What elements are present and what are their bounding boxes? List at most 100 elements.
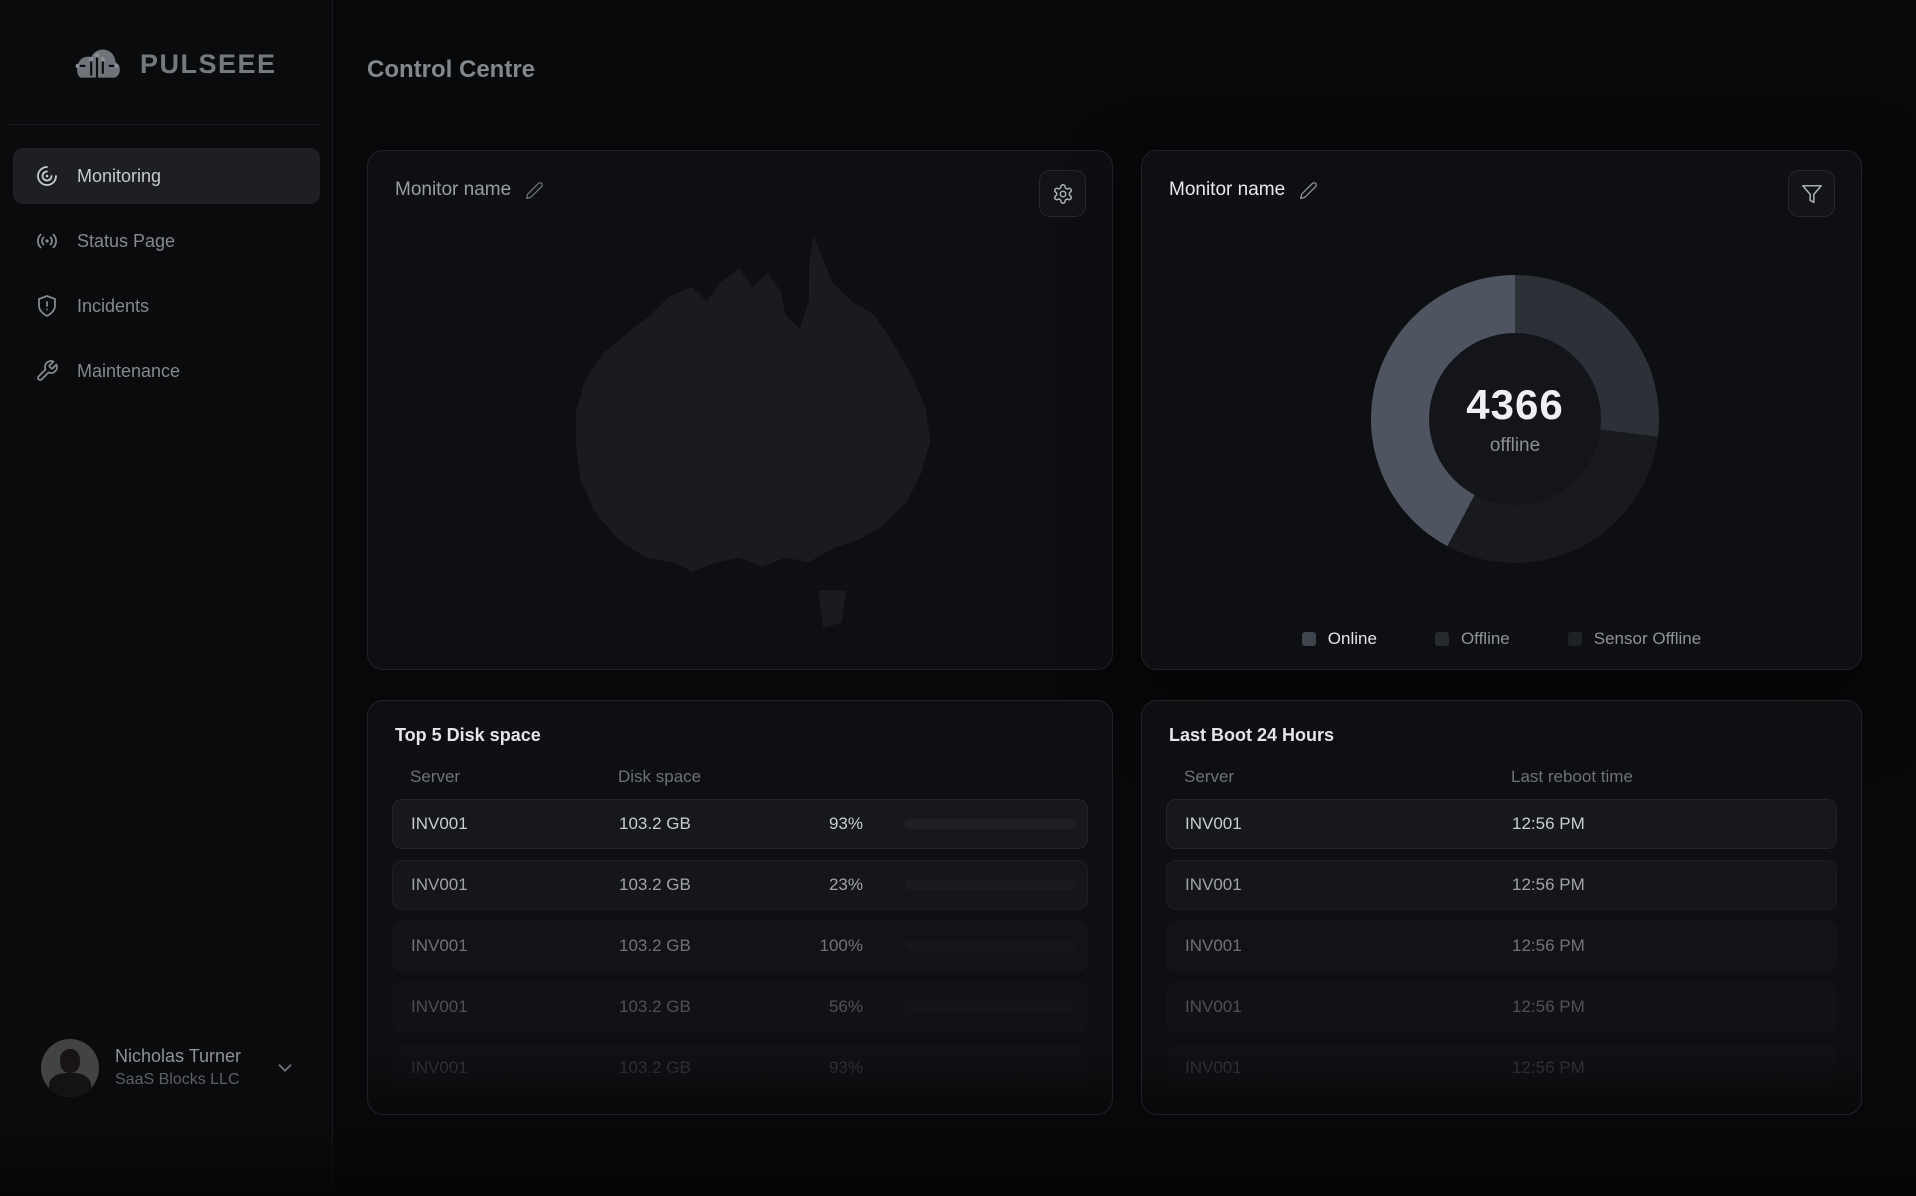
sidebar-item-maintenance[interactable]: Maintenance <box>13 343 320 399</box>
disk-usage-bar <box>905 880 1076 890</box>
legend-label: Online <box>1327 629 1377 648</box>
cell-disk: 103.2 GB <box>619 997 691 1016</box>
column-header-server: Server <box>410 767 461 786</box>
page-title: Control Centre <box>367 56 535 83</box>
cell-time: 12:56 PM <box>1512 936 1585 955</box>
cell-server: INV001 <box>411 936 468 955</box>
status-filter-button[interactable] <box>1788 170 1835 217</box>
donut-center: 4366 offline <box>1429 333 1601 505</box>
cell-percent: 100% <box>819 936 863 955</box>
monitoring-radar-icon <box>37 166 57 186</box>
logo: PULSEEE <box>66 40 277 88</box>
sidebar-divider <box>10 124 322 125</box>
table-row[interactable]: INV001 12:56 PM <box>1166 799 1837 849</box>
legend-swatch-offline <box>1434 632 1449 646</box>
legend-label: Offline <box>1460 629 1510 648</box>
user-company: SaaS Blocks LLC <box>115 1071 240 1088</box>
donut-center-value: 4366 <box>1466 381 1564 428</box>
sidebar-item-label: Incidents <box>77 295 150 316</box>
gear-icon <box>1053 183 1072 204</box>
sidebar-item-status-page[interactable]: Status Page <box>13 213 320 269</box>
status-donut-chart: 4366 offline <box>1371 275 1659 563</box>
cell-percent: 23% <box>828 875 863 894</box>
table-row[interactable]: INV001 103.2 GB 93% <box>392 799 1088 849</box>
cell-server: INV001 <box>411 875 468 894</box>
sidebar-item-monitoring[interactable]: Monitoring <box>13 148 320 204</box>
column-header-disk-space: Disk space <box>618 767 702 786</box>
edit-monitor-name-icon[interactable] <box>1299 181 1318 200</box>
avatar <box>41 1039 99 1097</box>
cell-server: INV001 <box>1185 997 1242 1016</box>
map-card-title: Monitor name <box>395 179 512 200</box>
legend-swatch-sensor-offline <box>1567 632 1582 646</box>
legend-swatch-online <box>1301 632 1316 646</box>
legend-label: Sensor Offline <box>1593 629 1702 648</box>
cell-percent: 93% <box>828 1058 863 1077</box>
cell-disk: 103.2 GB <box>619 936 691 955</box>
table-row[interactable]: INV001 103.2 GB 23% <box>392 860 1088 910</box>
cell-server: INV001 <box>411 814 468 833</box>
cell-time: 12:56 PM <box>1512 997 1585 1016</box>
disk-usage-bar <box>905 941 1076 951</box>
legend-item-offline[interactable]: Offline <box>1434 629 1510 649</box>
legend-item-online[interactable]: Online <box>1301 629 1377 649</box>
wrench-icon <box>37 360 58 381</box>
column-header-server: Server <box>1184 767 1235 786</box>
cell-percent: 93% <box>828 814 863 833</box>
cell-percent: 56% <box>828 997 863 1016</box>
cell-server: INV001 <box>411 997 468 1016</box>
cell-time: 12:56 PM <box>1512 814 1585 833</box>
australia-map <box>538 231 968 651</box>
cell-server: INV001 <box>411 1058 468 1077</box>
table-row[interactable]: INV001 12:56 PM <box>1166 921 1837 971</box>
last-boot-card: Last Boot 24 Hours Server Last reboot ti… <box>1141 700 1862 1115</box>
table-row[interactable]: INV001 103.2 GB 56% <box>392 982 1088 1032</box>
table-row[interactable]: INV001 103.2 GB 93% <box>392 1043 1088 1093</box>
edit-monitor-name-icon[interactable] <box>525 181 544 200</box>
boot-card-title: Last Boot 24 Hours <box>1169 725 1335 745</box>
broadcast-icon <box>37 233 57 249</box>
user-menu[interactable]: Nicholas Turner SaaS Blocks LLC <box>41 1039 311 1101</box>
user-name: Nicholas Turner <box>115 1046 242 1066</box>
status-card-title: Monitor name <box>1169 179 1286 200</box>
disk-usage-bar <box>905 1063 1076 1073</box>
shield-alert-icon <box>38 295 56 317</box>
status-monitor-card: Monitor name 4366 offline Online Offl <box>1141 150 1862 670</box>
sidebar: PULSEEE Monitoring Status Page <box>0 0 333 1196</box>
disk-table-rows: INV001 103.2 GB 93% INV001 103.2 GB 23% … <box>392 799 1088 1093</box>
cell-time: 12:56 PM <box>1512 1058 1585 1077</box>
disk-card-title: Top 5 Disk space <box>395 725 541 745</box>
table-row[interactable]: INV001 12:56 PM <box>1166 982 1837 1032</box>
table-row[interactable]: INV001 12:56 PM <box>1166 1043 1837 1093</box>
cell-server: INV001 <box>1185 936 1242 955</box>
cell-disk: 103.2 GB <box>619 814 691 833</box>
cell-disk: 103.2 GB <box>619 1058 691 1077</box>
cell-server: INV001 <box>1185 875 1242 894</box>
cell-disk: 103.2 GB <box>619 875 691 894</box>
sidebar-item-label: Status Page <box>77 230 176 251</box>
cell-server: INV001 <box>1185 1058 1242 1077</box>
table-row[interactable]: INV001 12:56 PM <box>1166 860 1837 910</box>
sidebar-nav: Monitoring Status Page Incidents <box>13 148 320 399</box>
cell-time: 12:56 PM <box>1512 875 1585 894</box>
cell-server: INV001 <box>1185 814 1242 833</box>
disk-space-card: Top 5 Disk space Server Disk space INV00… <box>367 700 1113 1115</box>
logo-text: PULSEEE <box>140 48 277 79</box>
funnel-icon <box>1801 184 1822 203</box>
column-header-last-reboot: Last reboot time <box>1511 767 1633 786</box>
legend-item-sensor-offline[interactable]: Sensor Offline <box>1567 629 1702 649</box>
donut-legend: Online Offline Sensor Offline <box>1142 629 1861 649</box>
cloud-circuit-logo-icon <box>75 49 120 78</box>
disk-usage-bar <box>905 1002 1076 1012</box>
disk-usage-bar <box>905 819 1076 829</box>
boot-table-rows: INV001 12:56 PM INV001 12:56 PM INV001 1… <box>1166 799 1837 1093</box>
map-settings-button[interactable] <box>1039 170 1086 217</box>
table-row[interactable]: INV001 103.2 GB 100% <box>392 921 1088 971</box>
chevron-down-icon <box>274 1057 296 1079</box>
sidebar-item-label: Maintenance <box>77 360 181 381</box>
sidebar-item-incidents[interactable]: Incidents <box>13 278 320 334</box>
map-monitor-card: Monitor name <box>367 150 1113 670</box>
donut-center-label: offline <box>1489 435 1541 456</box>
sidebar-item-label: Monitoring <box>77 165 162 186</box>
